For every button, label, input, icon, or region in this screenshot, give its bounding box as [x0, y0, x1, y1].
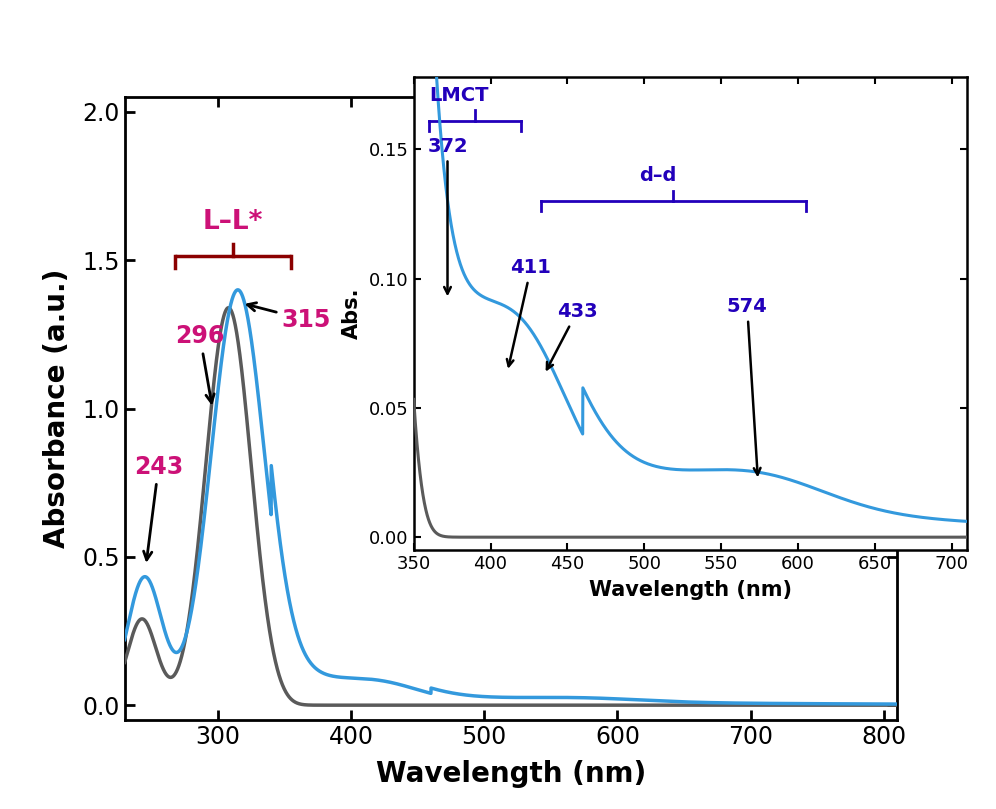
- Text: LMCT: LMCT: [428, 87, 488, 105]
- Legend: MBBH (L), Ni(II)-2L: MBBH (L), Ni(II)-2L: [666, 109, 884, 197]
- Text: L–L*: L–L*: [203, 209, 263, 235]
- Text: d–d: d–d: [638, 167, 676, 185]
- Text: 433: 433: [547, 303, 597, 370]
- Text: 243: 243: [133, 455, 183, 560]
- X-axis label: Wavelength (nm): Wavelength (nm): [589, 580, 791, 600]
- Y-axis label: Absorbance (a.u.): Absorbance (a.u.): [43, 269, 71, 549]
- Text: 574: 574: [726, 297, 767, 475]
- Text: 315: 315: [247, 303, 331, 332]
- X-axis label: Wavelength (nm): Wavelength (nm): [375, 760, 645, 788]
- Text: 296: 296: [175, 324, 224, 403]
- Text: 372: 372: [427, 137, 467, 294]
- Y-axis label: Abs.: Abs.: [342, 288, 362, 339]
- Text: 411: 411: [506, 258, 551, 366]
